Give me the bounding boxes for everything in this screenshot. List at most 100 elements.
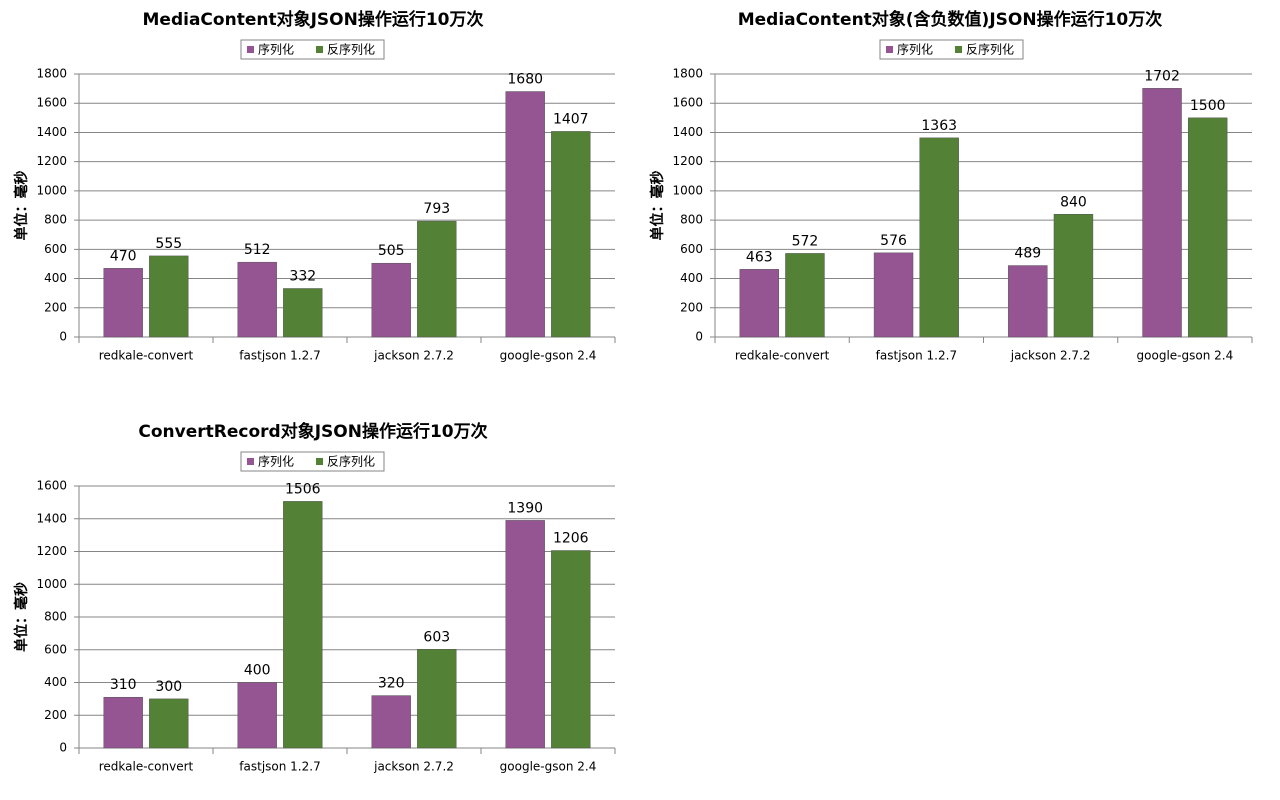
bar: [283, 501, 323, 749]
y-tick-label: 1600: [36, 96, 67, 110]
legend-label: 序列化: [258, 454, 294, 469]
bar: [1053, 214, 1094, 338]
y-tick-label: 1400: [36, 511, 67, 525]
bar: [371, 695, 411, 749]
value-label: 1363: [921, 118, 957, 134]
x-tick-label: google-gson 2.4: [500, 760, 597, 774]
value-label: 320: [378, 676, 405, 692]
value-label: 489: [1014, 246, 1041, 262]
bar: [417, 220, 457, 338]
value-label: 400: [244, 663, 271, 679]
bar: [149, 255, 189, 338]
y-tick-label: 1400: [672, 125, 703, 139]
value-label: 1390: [507, 500, 543, 516]
x-tick-label: google-gson 2.4: [1137, 349, 1234, 363]
chart-title: ConvertRecord对象JSON操作运行10万次: [138, 421, 487, 442]
y-tick-label: 1000: [36, 183, 67, 197]
y-tick-label: 1200: [672, 154, 703, 168]
bar: [919, 137, 959, 338]
y-tick-label: 600: [44, 642, 67, 656]
y-tick-label: 0: [695, 330, 703, 344]
y-tick-label: 200: [44, 300, 67, 314]
value-label: 555: [155, 236, 182, 252]
value-label: 572: [792, 233, 819, 249]
legend-swatch: [247, 458, 254, 465]
legend-label: 反序列化: [966, 42, 1014, 57]
y-tick-label: 1000: [672, 183, 703, 197]
legend-label: 反序列化: [327, 454, 375, 469]
y-tick-label: 1800: [672, 67, 703, 81]
value-label: 576: [880, 233, 907, 249]
x-tick-label: jackson 2.7.2: [373, 760, 454, 774]
bar: [103, 268, 143, 338]
legend-box: [240, 39, 385, 60]
y-axis-label: 单位：毫秒: [13, 582, 30, 652]
y-tick-label: 1800: [36, 67, 67, 81]
y-tick-label: 600: [680, 242, 703, 256]
value-label: 840: [1060, 194, 1087, 210]
bar: [739, 269, 780, 338]
bar: [785, 253, 825, 338]
value-label: 1206: [553, 531, 589, 547]
x-tick-label: redkale-convert: [99, 349, 194, 363]
y-tick-label: 1200: [36, 544, 67, 558]
value-label: 512: [244, 242, 271, 258]
y-tick-label: 0: [59, 330, 67, 344]
value-label: 310: [110, 677, 137, 693]
legend-swatch: [886, 46, 893, 53]
bar: [551, 550, 591, 749]
y-axis-label: 单位：毫秒: [649, 171, 666, 241]
legend-swatch: [955, 46, 962, 53]
y-tick-label: 1400: [36, 125, 67, 139]
x-tick-label: jackson 2.7.2: [1010, 349, 1091, 363]
value-label: 1680: [507, 72, 543, 88]
y-tick-label: 1600: [672, 96, 703, 110]
chart-title: MediaContent对象(含负数值)JSON操作运行10万次: [738, 9, 1163, 30]
y-tick-label: 800: [680, 213, 703, 227]
bar: [1187, 117, 1228, 338]
y-tick-label: 200: [680, 300, 703, 314]
x-tick-label: google-gson 2.4: [500, 349, 597, 363]
x-tick-label: fastjson 1.2.7: [876, 349, 957, 363]
bar: [505, 91, 545, 338]
y-tick-label: 200: [44, 708, 67, 722]
y-tick-label: 600: [44, 242, 67, 256]
y-tick-label: 800: [44, 610, 67, 624]
x-tick-label: redkale-convert: [735, 349, 830, 363]
value-label: 300: [155, 679, 182, 695]
value-label: 1506: [285, 481, 321, 497]
legend-swatch: [316, 458, 323, 465]
bar: [1008, 265, 1048, 338]
value-label: 1702: [1144, 68, 1180, 84]
bar: [417, 649, 457, 749]
bar: [237, 261, 277, 338]
y-tick-label: 400: [44, 271, 67, 285]
value-label: 1407: [553, 111, 589, 127]
x-tick-label: fastjson 1.2.7: [239, 760, 320, 774]
y-tick-label: 1600: [36, 479, 67, 493]
bar: [551, 131, 591, 338]
legend-label: 序列化: [258, 42, 294, 57]
y-tick-label: 800: [44, 213, 67, 227]
y-tick-label: 400: [680, 271, 703, 285]
bar: [1142, 88, 1182, 338]
legend-box: [879, 39, 1024, 60]
value-label: 470: [110, 248, 137, 264]
value-label: 603: [423, 629, 450, 645]
value-label: 332: [289, 268, 316, 284]
y-tick-label: 1200: [36, 154, 67, 168]
value-label: 1500: [1190, 98, 1226, 114]
x-tick-label: fastjson 1.2.7: [239, 349, 320, 363]
bar: [873, 252, 914, 338]
bar: [505, 520, 545, 749]
y-tick-label: 1000: [36, 577, 67, 591]
x-tick-label: redkale-convert: [99, 760, 194, 774]
bar: [283, 288, 323, 338]
legend-label: 序列化: [897, 42, 933, 57]
legend-label: 反序列化: [327, 42, 375, 57]
y-tick-label: 0: [59, 741, 67, 755]
bar: [149, 698, 189, 749]
legend-box: [240, 451, 385, 472]
bar: [103, 696, 143, 749]
